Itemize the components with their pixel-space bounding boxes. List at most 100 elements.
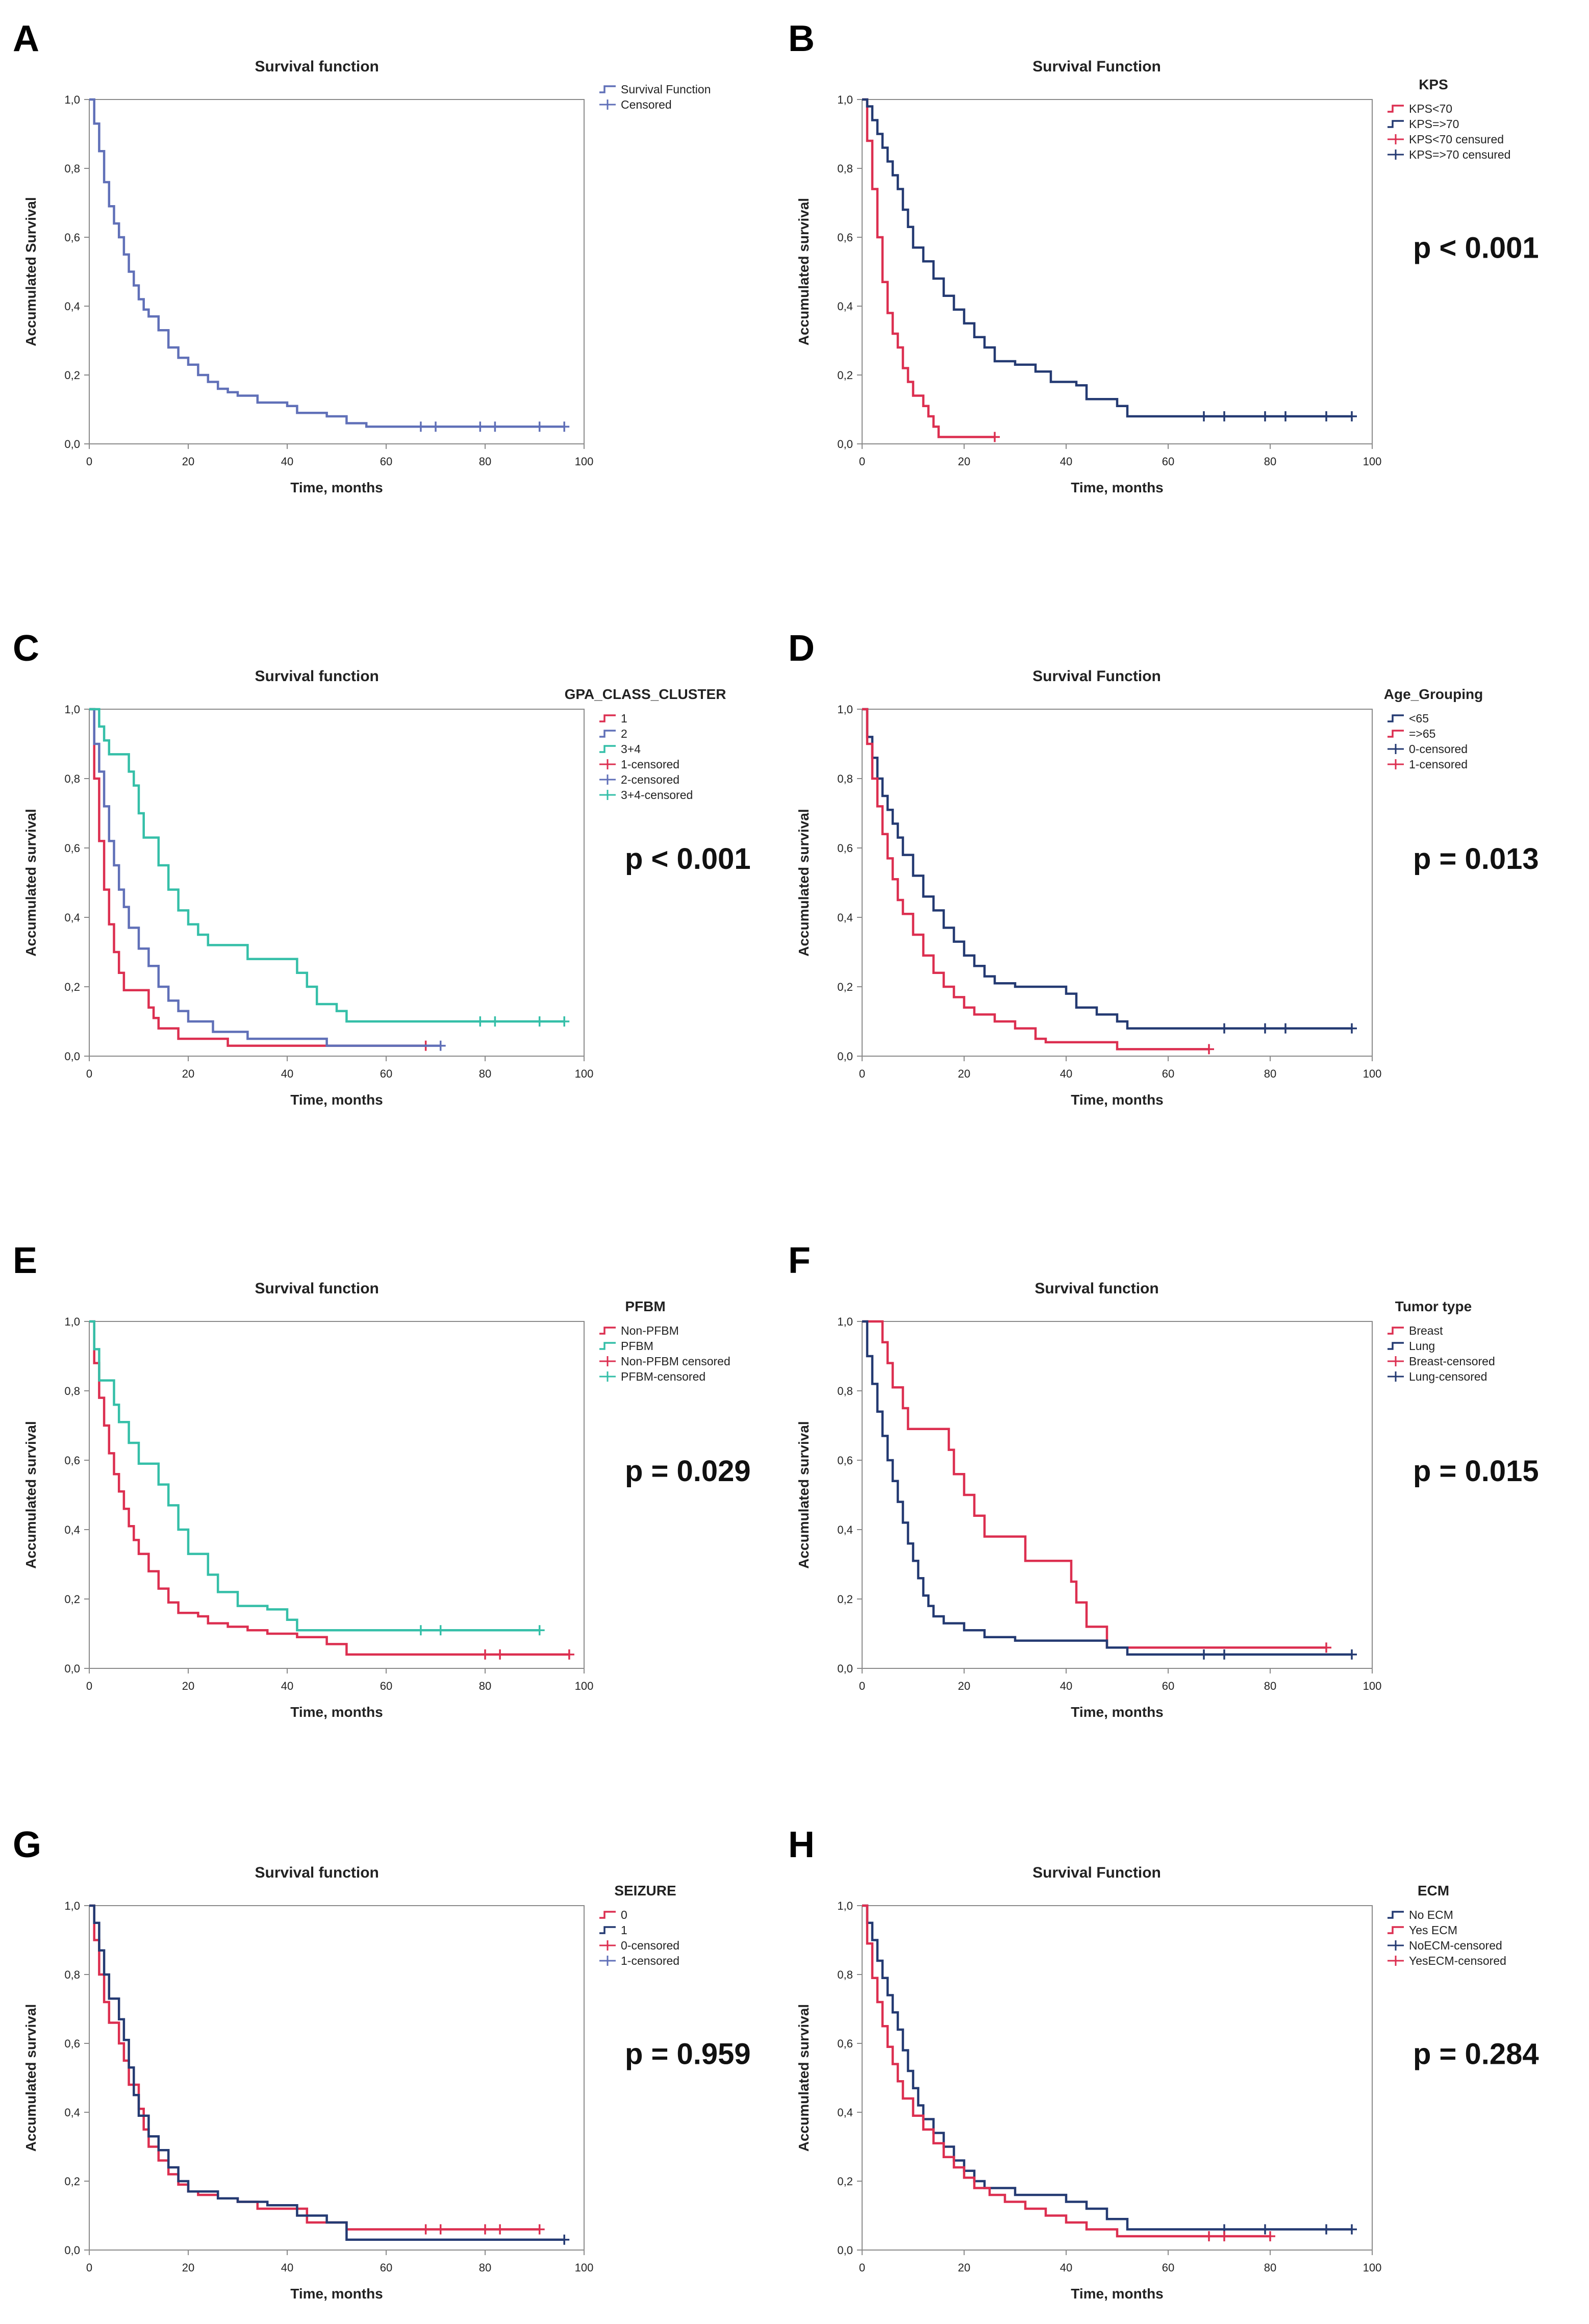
legend-label: YesECM-censored (1409, 1954, 1506, 1967)
x-tick-label: 60 (380, 2261, 392, 2274)
survival-curve-3-4 (89, 708, 565, 1023)
series-3-4 (89, 708, 570, 1027)
x-tick-label: 80 (1264, 455, 1276, 468)
y-tick-label: 0,6 (64, 842, 80, 855)
censor-mark (495, 2224, 506, 2235)
censor-mark (1219, 1023, 1229, 1034)
censor-mark (534, 2224, 545, 2235)
y-tick-label: 0,0 (837, 1662, 853, 1675)
legend-title: PFBM (625, 1298, 665, 1314)
series-kps-70 (862, 98, 1000, 442)
legend-line-swatch (1388, 120, 1404, 128)
y-tick-label: 0,6 (64, 231, 80, 244)
censor-mark (1199, 411, 1209, 421)
panel-f: F Survival function 0 20 40 60 80 100 Time, mont… (788, 1240, 1539, 1720)
censor-mark (1280, 1023, 1291, 1034)
x-tick-label: 100 (575, 455, 594, 468)
series-0 (89, 1904, 545, 2235)
y-tick-label: 0,8 (837, 1385, 853, 1397)
x-tick-label: 80 (479, 1067, 491, 1080)
legend-label: Breast (1409, 1324, 1443, 1337)
censor-mark (431, 421, 441, 432)
x-axis-label: Time, months (1071, 480, 1164, 495)
x-tick-label: 0 (859, 2261, 865, 2274)
legend-line-swatch (599, 1926, 616, 1934)
x-tick-label: 60 (1162, 455, 1174, 468)
legend-label: Yes ECM (1409, 1923, 1457, 1937)
censor-mark (1219, 411, 1229, 421)
plot-frame (862, 99, 1373, 444)
x-tick-label: 60 (1162, 1067, 1174, 1080)
y-axis: 0,0 0,2 0,4 0,6 0,8 1,0 (837, 93, 862, 451)
legend-label: 1-censored (621, 1954, 679, 1967)
series-65 (862, 708, 1214, 1055)
y-tick-label: 1,0 (837, 93, 853, 106)
y-tick-label: 0,0 (64, 2244, 80, 2257)
plot-frame (862, 709, 1373, 1057)
legend-censor-swatch (1388, 1371, 1404, 1382)
legend-label: Non-PFBM (621, 1324, 679, 1337)
censor-mark (559, 2234, 570, 2245)
legend-label: Survival Function (621, 83, 711, 96)
series-lung (862, 1320, 1357, 1660)
x-tick-label: 60 (1162, 2261, 1174, 2274)
legend-label: KPS=>70 censured (1409, 148, 1510, 161)
y-tick-label: 0,4 (837, 1523, 853, 1536)
survival-curve-yes-ecm (862, 1904, 1270, 2238)
panel-letter: E (13, 1240, 37, 1281)
legend-line-swatch (1388, 1342, 1404, 1350)
legend: SEIZURE 0 1 0-censored 1-censored (599, 1883, 679, 1967)
y-tick-label: 0,8 (64, 162, 80, 175)
y-tick-label: 0,6 (837, 842, 853, 855)
legend-line-swatch (1388, 1911, 1404, 1919)
legend-title: Age_Grouping (1384, 686, 1483, 702)
x-tick-label: 100 (575, 1680, 594, 1692)
censor-mark (1260, 1023, 1270, 1034)
x-tick-label: 40 (281, 1680, 293, 1692)
legend-label: PFBM (621, 1339, 653, 1353)
chart-title: Survival Function (1032, 668, 1161, 685)
censor-mark (475, 1016, 486, 1027)
legend: ECM No ECM Yes ECM NoECM-censored YesECM-cen… (1388, 1883, 1506, 1967)
y-tick-label: 0,6 (64, 2037, 80, 2050)
panel-letter: H (788, 1825, 815, 1865)
censor-mark (435, 1040, 446, 1051)
plot-frame (89, 99, 585, 444)
x-tick-label: 20 (958, 1067, 970, 1080)
legend-censor-swatch (599, 1371, 616, 1382)
y-axis: 0,0 0,2 0,4 0,6 0,8 1,0 (64, 1900, 89, 2257)
survival-curve-0 (89, 1904, 540, 2231)
legend-label: Censored (621, 98, 672, 111)
x-tick-label: 100 (575, 1067, 594, 1080)
survival-curve-1 (89, 708, 426, 1047)
panel-d: D Survival Function 0 20 40 60 80 100 Time, mont… (788, 628, 1539, 1108)
x-tick-label: 100 (1363, 1067, 1382, 1080)
censor-mark (1321, 1642, 1331, 1653)
censor-mark (480, 1649, 490, 1660)
survival-curve-kps-70 (862, 98, 1352, 418)
legend-line-swatch (1388, 1327, 1404, 1335)
x-tick-label: 20 (958, 2261, 970, 2274)
y-tick-label: 0,0 (837, 2244, 853, 2257)
x-tick-label: 20 (182, 455, 194, 468)
y-axis: 0,0 0,2 0,4 0,6 0,8 1,0 (64, 703, 89, 1063)
x-tick-label: 40 (281, 2261, 293, 2274)
x-tick-label: 80 (479, 455, 491, 468)
x-axis: 0 20 40 60 80 100 (86, 1668, 593, 1692)
y-axis-label: Accumulated survival (23, 809, 39, 956)
censor-mark (559, 421, 570, 432)
legend-line-swatch (599, 1342, 616, 1350)
y-tick-label: 0,2 (837, 369, 853, 382)
panel-b: B Survival Function 0 20 40 60 80 100 Time, mont… (788, 18, 1539, 495)
chart-title: Survival Function (1032, 58, 1161, 75)
y-tick-label: 0,8 (64, 772, 80, 785)
x-tick-label: 20 (958, 455, 970, 468)
y-tick-label: 1,0 (837, 1900, 853, 1912)
plot-frame (862, 1321, 1373, 1669)
series-1 (89, 708, 431, 1051)
plot-frame (89, 1321, 585, 1669)
y-tick-label: 0,2 (64, 981, 80, 993)
censor-mark (415, 1625, 426, 1636)
censor-mark (1347, 1649, 1357, 1660)
y-tick-label: 0,4 (64, 300, 80, 313)
